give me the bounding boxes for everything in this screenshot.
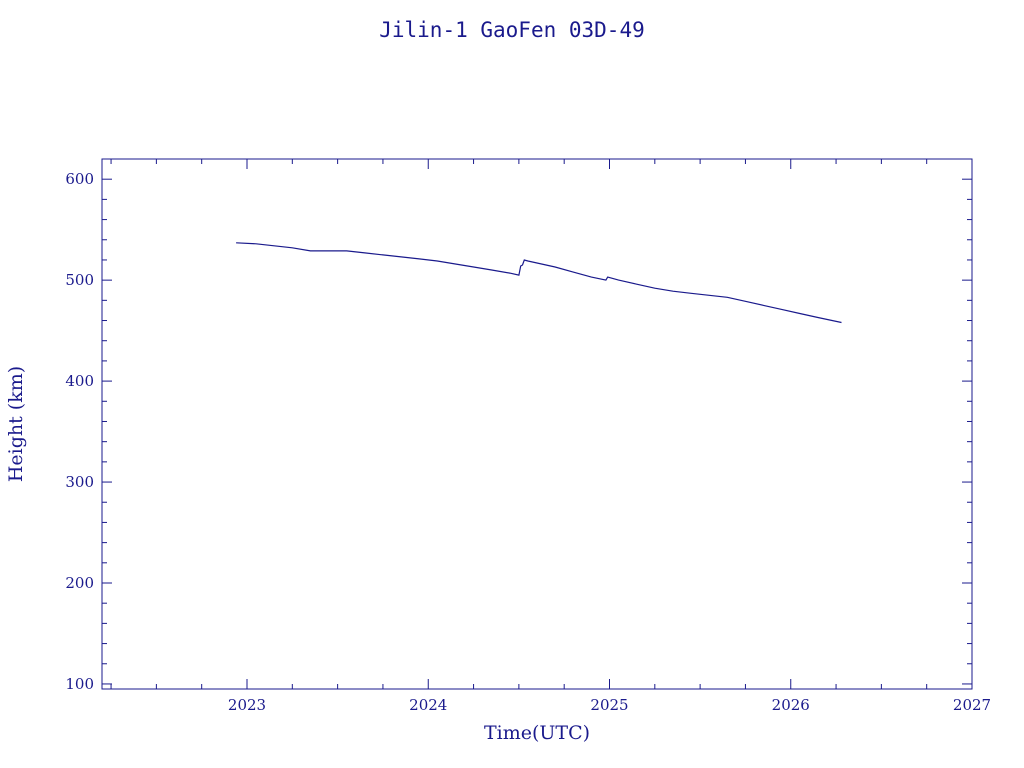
x-tick-label: 2027 [953, 696, 991, 714]
y-tick-label: 300 [65, 473, 94, 491]
y-tick-label: 600 [65, 170, 94, 188]
y-tick-label: 200 [65, 574, 94, 592]
chart-title: Jilin-1 GaoFen 03D-49 [379, 18, 645, 42]
axis-ticks [102, 158, 973, 689]
y-tick-label: 400 [65, 372, 94, 390]
x-tick-label: 2024 [409, 696, 447, 714]
plot-frame [101, 158, 973, 690]
x-tick-label: 2023 [228, 696, 266, 714]
axis-tick-labels: 2023 2024 2025 2026 2027 100 200 300 400 500 600 [65, 170, 991, 714]
y-tick-label: 100 [65, 675, 94, 693]
x-tick-label: 2026 [772, 696, 810, 714]
x-axis-label: Time(UTC) [484, 722, 590, 744]
y-axis-label: Height (km) [5, 366, 27, 482]
x-tick-label: 2025 [590, 696, 628, 714]
series-line [236, 242, 842, 324]
y-tick-label: 500 [65, 271, 94, 289]
